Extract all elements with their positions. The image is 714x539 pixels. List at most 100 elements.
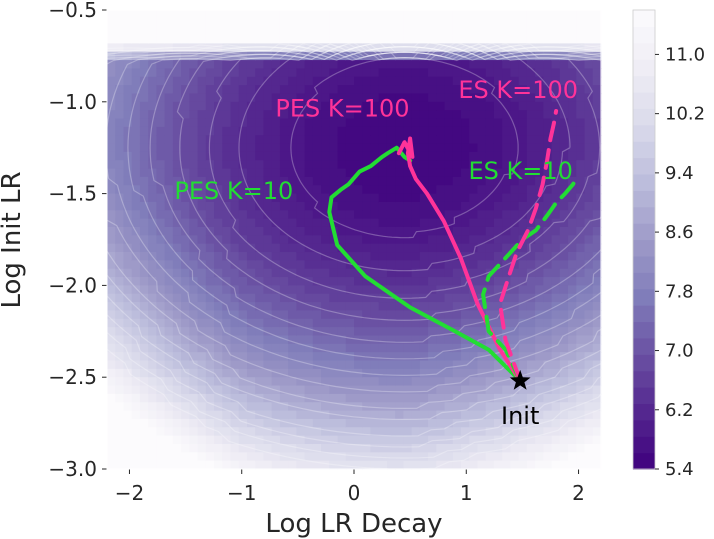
contour-cell (403, 368, 413, 378)
contour-cell (403, 318, 413, 328)
contour-cell (469, 452, 479, 462)
contour-cell (139, 151, 149, 161)
contour-cell (568, 352, 577, 362)
contour-cell (535, 452, 544, 462)
contour-cell (469, 260, 479, 270)
contour-cell (592, 193, 602, 203)
contour-cell (238, 151, 248, 161)
contour-cell (214, 252, 223, 261)
contour-cell (370, 460, 380, 470)
contour-cell (403, 68, 413, 78)
contour-cell (337, 268, 347, 278)
contour-cell (403, 201, 413, 211)
contour-cell (304, 335, 314, 345)
contour-cell (370, 35, 380, 44)
contour-cell (222, 135, 232, 145)
contour-cell (189, 226, 199, 236)
contour-cell (354, 226, 363, 236)
contour-cell (378, 176, 388, 186)
contour-cell (551, 243, 561, 253)
contour-cell (559, 201, 569, 211)
contour-cell (189, 201, 199, 211)
contour-cell (181, 335, 190, 345)
contour-cell (329, 410, 339, 420)
contour-cell (568, 135, 577, 145)
contour-cell (386, 43, 396, 53)
contour-cell (172, 360, 182, 370)
contour-cell (205, 226, 215, 236)
contour-cell (526, 60, 536, 70)
contour-cell (428, 43, 437, 53)
contour-cell (378, 226, 388, 236)
contour-cell (419, 268, 429, 278)
contour-cell (395, 60, 404, 70)
contour-cell (403, 126, 413, 136)
contour-cell (148, 76, 157, 86)
contour-cell (238, 327, 248, 337)
contour-cell (123, 151, 133, 161)
contour-cell (312, 385, 322, 395)
contour-cell (148, 193, 157, 203)
contour-cell (354, 176, 363, 186)
contour-cell (592, 360, 602, 370)
contour-cell (493, 327, 503, 337)
contour-cell (131, 226, 141, 236)
contour-cell (436, 218, 446, 228)
contour-cell (321, 335, 330, 345)
contour-cell (584, 76, 594, 86)
contour-cell (345, 135, 355, 145)
contour-cell (378, 10, 388, 19)
contour-cell (354, 335, 363, 345)
contour-cell (304, 160, 314, 170)
contour-cell (419, 18, 429, 28)
contour-cell (428, 327, 437, 337)
contour-cell (288, 235, 297, 245)
contour-cell (205, 185, 215, 195)
contour-cell (263, 410, 273, 420)
contour-cell (576, 43, 586, 53)
contour-cell (107, 26, 116, 36)
colorbar-band (633, 190, 655, 208)
contour-cell (214, 85, 223, 95)
contour-cell (461, 385, 470, 395)
contour-cell (123, 452, 133, 462)
contour-cell (189, 285, 199, 295)
contour-cell (296, 452, 306, 462)
contour-cell (526, 260, 536, 270)
contour-cell (551, 226, 561, 236)
contour-cell (535, 377, 544, 387)
contour-cell (444, 427, 454, 437)
contour-cell (461, 168, 470, 178)
contour-cell (181, 193, 190, 203)
contour-cell (164, 460, 174, 470)
contour-cell (568, 368, 577, 378)
contour-cell (568, 68, 577, 78)
y-tick-label: −1.5 (48, 182, 97, 206)
contour-cell (279, 435, 289, 445)
contour-cell (526, 335, 536, 345)
colorbar-band (633, 321, 655, 339)
contour-cell (469, 160, 479, 170)
contour-cell (502, 268, 512, 278)
contour-cell (156, 185, 166, 195)
contour-cell (115, 35, 125, 44)
contour-cell (568, 226, 577, 236)
contour-cell (238, 60, 248, 70)
contour-cell (197, 160, 207, 170)
contour-cell (584, 68, 594, 78)
contour-cell (246, 243, 256, 253)
contour-cell (485, 243, 495, 253)
contour-cell (263, 43, 273, 53)
contour-cell (205, 252, 215, 261)
contour-cell (263, 26, 273, 36)
contour-cell (131, 302, 141, 312)
contour-cell (197, 93, 207, 103)
contour-cell (148, 293, 157, 303)
contour-cell (535, 43, 544, 53)
contour-cell (230, 410, 240, 420)
contour-cell (156, 210, 166, 220)
contour-cell (493, 193, 503, 203)
contour-cell (337, 302, 347, 312)
contour-cell (230, 201, 240, 211)
contour-cell (403, 360, 413, 370)
